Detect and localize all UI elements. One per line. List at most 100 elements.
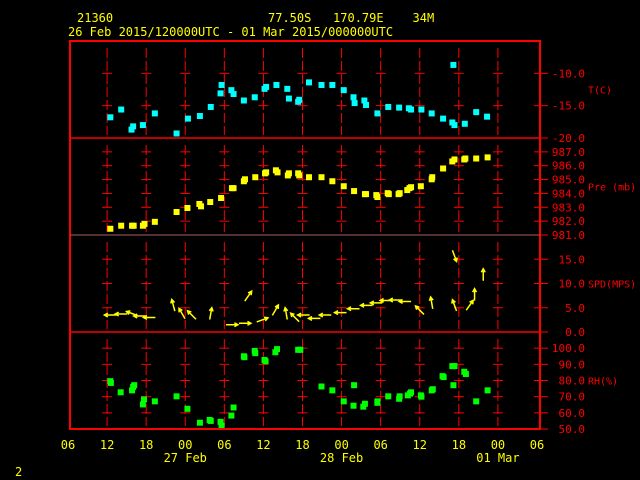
x-tick-label: 12: [100, 438, 114, 452]
temperature-data-point: [351, 100, 358, 107]
x-date-label: 01 Mar: [476, 451, 519, 465]
wind-arrow: [238, 320, 253, 326]
humidity-data-point: [318, 383, 325, 390]
temperature-data-point: [418, 106, 425, 113]
temperature-data-point: [428, 110, 435, 117]
wind-arrow-shape: [387, 297, 402, 303]
temperature-data-point: [440, 115, 447, 122]
pressure-data-point: [230, 185, 237, 192]
humidity-data-point: [131, 382, 138, 389]
wind-arrow-shape: [283, 306, 289, 320]
humidity-data-point: [262, 358, 269, 365]
temperature-data-point: [296, 96, 303, 103]
x-tick-label: 00: [491, 438, 505, 452]
wind-arrow-shape: [378, 297, 393, 304]
humidity-data-point: [184, 405, 191, 412]
temperature-data-point: [228, 87, 235, 94]
humidity-data-point: [484, 387, 491, 394]
wind-arrow: [358, 302, 373, 308]
humidity-data-point: [418, 393, 425, 400]
pressure-data-point: [363, 191, 370, 198]
temperature-data-point: [184, 115, 191, 122]
pressure-data-point: [473, 155, 480, 162]
wind-arrow: [428, 295, 434, 309]
humidity-data-point: [230, 404, 237, 411]
humidity-data-point: [408, 389, 415, 396]
humidity-data-point: [196, 419, 203, 426]
pressure-data-point: [285, 170, 292, 177]
pressure-data-point: [197, 203, 204, 210]
pressure-axis-label: Pre (mb): [588, 183, 636, 194]
humidity-data-point: [451, 363, 458, 370]
wind-arrow-shape: [428, 295, 434, 309]
humidity-data-point: [151, 398, 158, 405]
x-tick-label: 06: [61, 438, 75, 452]
wind-arrow: [141, 314, 156, 321]
humidity-data-point: [273, 346, 280, 353]
pressure-data-point: [329, 178, 336, 185]
wind-arrow-shape: [296, 312, 310, 318]
temperature-data-point: [350, 94, 357, 101]
wind-speed-y-tick-label: 15.0: [559, 253, 586, 266]
temperature-y-tick-label: -10.0: [552, 67, 585, 80]
wind-arrow-shape: [368, 300, 383, 306]
wind-arrow: [102, 312, 117, 318]
wind-arrow: [170, 298, 176, 312]
humidity-y-tick-label: 70.0: [559, 391, 586, 404]
humidity-y-tick-label: 60.0: [559, 407, 586, 420]
x-tick-label: 12: [413, 438, 427, 452]
temperature-data-point: [473, 109, 480, 116]
time-period: 26 Feb 2015/120000UTC - 01 Mar 2015/0000…: [68, 25, 394, 39]
wind-arrow: [256, 316, 270, 323]
wind-arrow-shape: [271, 303, 280, 316]
wind-arrow-shape: [238, 320, 253, 326]
humidity-data-point: [350, 402, 357, 409]
wind-arrow-shape: [465, 299, 475, 311]
temperature-data-point: [451, 122, 458, 129]
temperature-data-point: [273, 81, 280, 88]
pressure-data-point: [340, 183, 347, 190]
wind-arrow: [113, 311, 128, 317]
temperature-data-point: [340, 87, 347, 94]
humidity-data-point: [272, 349, 279, 356]
x-date-label: 28 Feb: [320, 451, 363, 465]
pressure-data-point: [351, 188, 358, 195]
humidity-data-point: [450, 382, 457, 389]
wind-arrow: [132, 313, 146, 319]
wind-arrow: [306, 315, 321, 321]
temperature-data-point: [284, 85, 291, 92]
wind-arrow: [208, 306, 214, 320]
temperature-data-point: [396, 104, 403, 111]
humidity-data-point: [207, 417, 214, 424]
x-tick-label: 18: [295, 438, 309, 452]
x-tick-label: 06: [530, 438, 544, 452]
humidity-data-point: [374, 399, 381, 406]
humidity-y-tick-label: 90.0: [559, 358, 586, 371]
wind-arrow-shape: [289, 312, 300, 323]
wind-arrow: [317, 312, 332, 318]
pressure-data-point: [484, 154, 491, 161]
humidity-data-point: [396, 393, 403, 400]
humidity-data-point: [228, 412, 235, 419]
wind-arrow-shape: [451, 249, 458, 263]
pressure-y-tick-label: 987.0: [552, 146, 585, 159]
pressure-data-point: [417, 183, 424, 190]
humidity-data-point: [140, 396, 147, 403]
wind-arrow-shape: [186, 309, 197, 320]
wind-arrow-shape: [170, 298, 176, 312]
pressure-data-point: [207, 199, 214, 206]
humidity-data-point: [173, 393, 180, 400]
wind-arrow: [296, 312, 310, 318]
wind-arrow-shape: [102, 312, 117, 318]
wind-arrow-shape: [132, 313, 146, 319]
wind-arrow: [451, 249, 458, 263]
pressure-y-tick-label: 986.0: [552, 160, 585, 173]
wind-arrow: [271, 303, 280, 316]
wind-arrow-shape: [480, 267, 486, 281]
wind-speed-axis-label: SPD(MPS): [588, 280, 636, 291]
humidity-data-point: [340, 398, 347, 405]
wind-arrow: [471, 287, 478, 301]
temperature-data-point: [363, 102, 370, 109]
wind-arrow-shape: [471, 287, 478, 301]
